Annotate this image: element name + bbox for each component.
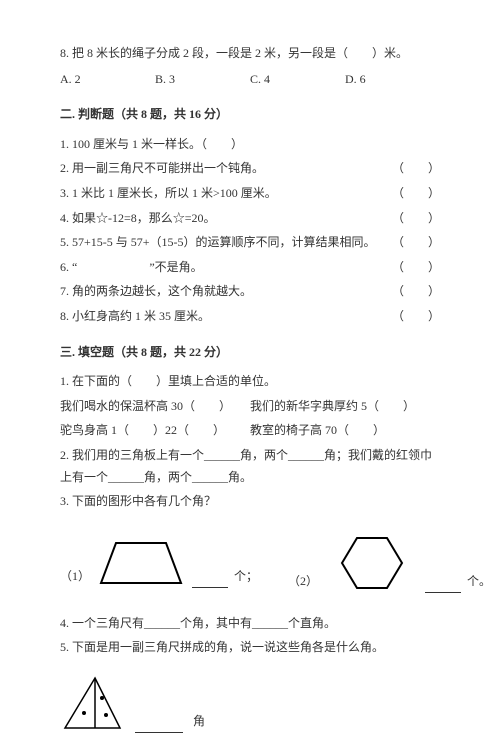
q3-shapes: （1） 个； （2） 个。 <box>60 533 440 593</box>
opt-d: D. 6 <box>345 69 440 91</box>
label-2: （2） <box>288 571 318 593</box>
judge-1: 1. 100 厘米与 1 米一样长。（ ） <box>60 134 440 156</box>
blank-q5 <box>135 720 183 733</box>
fill-q1-row1: 我们喝水的保温杯高 30（ ） 我们的新华字典厚约 5（ ） <box>60 396 440 418</box>
section2-title: 二. 判断题（共 8 题，共 16 分） <box>60 104 440 126</box>
fill-q5: 5. 下面是用一副三角尺拼成的角，说一说这些角各是什么角。 <box>60 637 440 659</box>
judge-8: 8. 小红身高约 1 米 35 厘米。（ ） <box>60 306 440 328</box>
hexagon-icon <box>324 533 419 593</box>
judge-2: 2. 用一副三角尺不可能拼出一个钝角。（ ） <box>60 158 440 180</box>
fill-q2: 2. 我们用的三角板上有一个______角，两个______角；我们戴的红领巾上… <box>60 445 440 488</box>
unit-2: 个。 <box>467 571 491 593</box>
judge-6: 6. “ ”不是角。（ ） <box>60 257 440 279</box>
fill-q1-row2: 驼鸟身高 1（ ）22（ ） 教室的椅子高 70（ ） <box>60 420 440 442</box>
mc-q8: 8. 把 8 米长的绳子分成 2 段，一段是 2 米，另一段是（ ）米。 <box>60 43 440 65</box>
judge-3: 3. 1 米比 1 厘米长，所以 1 米>100 厘米。（ ） <box>60 183 440 205</box>
label-1: （1） <box>60 566 90 588</box>
blank-1 <box>192 575 228 588</box>
opt-c: C. 4 <box>250 69 345 91</box>
fill-q1: 1. 在下面的（ ）里填上合适的单位。 <box>60 371 440 393</box>
shape-hexagon-group: （2） 个。 <box>288 533 491 593</box>
fill-q3: 3. 下面的图形中各有几个角？ <box>60 491 440 513</box>
triangle-combo-icon <box>60 673 125 733</box>
fill-q4: 4. 一个三角尺有______个角，其中有______个直角。 <box>60 613 440 635</box>
unit-q5: 角 <box>193 711 205 733</box>
judge-5: 5. 57+15-5 与 57+（15-5）的运算顺序不同，计算结果相同。（ ） <box>60 232 440 254</box>
shape-trapezoid-group: （1） 个； <box>60 538 258 588</box>
trapezoid-icon <box>96 538 186 588</box>
blank-2 <box>425 580 461 593</box>
judge-7: 7. 角的两条边越长，这个角就越大。（ ） <box>60 281 440 303</box>
opt-a: A. 2 <box>60 69 155 91</box>
unit-1: 个； <box>234 566 258 588</box>
mc-q8-options: A. 2 B. 3 C. 4 D. 6 <box>60 69 440 91</box>
q5-shape-group: 角 <box>60 673 440 733</box>
judge-4: 4. 如果☆-12=8，那么☆=20。（ ） <box>60 208 440 230</box>
opt-b: B. 3 <box>155 69 250 91</box>
section3-title: 三. 填空题（共 8 题，共 22 分） <box>60 342 440 364</box>
